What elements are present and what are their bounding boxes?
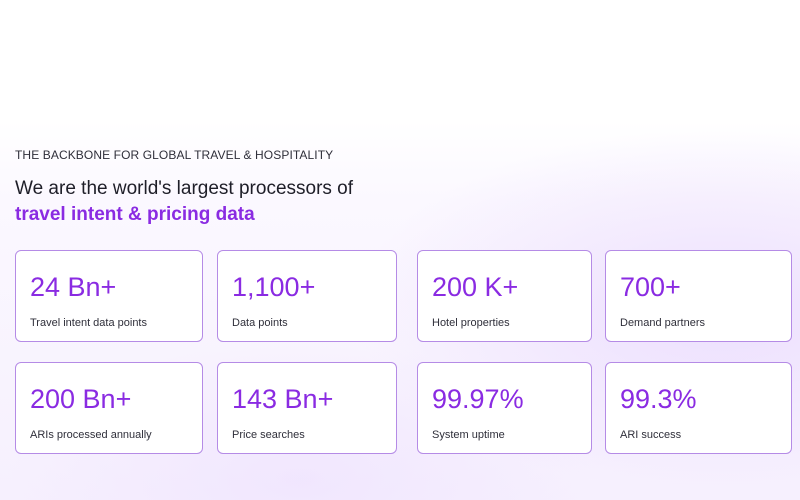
stat-value: 24 Bn+ xyxy=(30,272,117,302)
stat-label: Price searches xyxy=(232,429,305,441)
stat-card-system-uptime: 99.97% System uptime xyxy=(417,362,592,454)
stat-card-ari-success: 99.3% ARI success xyxy=(605,362,792,454)
stat-label: ARIs processed annually xyxy=(30,429,152,441)
stats-grid: 24 Bn+ Travel intent data points 1,100+ … xyxy=(15,250,792,454)
stat-value: 200 Bn+ xyxy=(30,384,132,414)
stat-card-data-points: 1,100+ Data points xyxy=(217,250,397,342)
headline-line-1: We are the world's largest processors of xyxy=(15,178,354,199)
stat-value: 1,100+ xyxy=(232,272,316,302)
stat-label: Hotel properties xyxy=(432,317,510,329)
stats-section: THE BACKBONE FOR GLOBAL TRAVEL & HOSPITA… xyxy=(0,120,800,500)
stat-card-hotel-properties: 200 K+ Hotel properties xyxy=(417,250,592,342)
stat-value: 99.97% xyxy=(432,384,524,414)
stat-card-price-searches: 143 Bn+ Price searches xyxy=(217,362,397,454)
stat-card-demand-partners: 700+ Demand partners xyxy=(605,250,792,342)
stat-card-aris-processed: 200 Bn+ ARIs processed annually xyxy=(15,362,203,454)
stat-value: 200 K+ xyxy=(432,272,519,302)
stat-value: 99.3% xyxy=(620,384,697,414)
stat-card-travel-intent: 24 Bn+ Travel intent data points xyxy=(15,250,203,342)
stat-label: ARI success xyxy=(620,429,682,441)
stat-label: Travel intent data points xyxy=(30,317,147,329)
stat-label: Demand partners xyxy=(620,317,705,329)
stat-value: 143 Bn+ xyxy=(232,384,334,414)
section-eyebrow: THE BACKBONE FOR GLOBAL TRAVEL & HOSPITA… xyxy=(15,148,334,162)
stat-label: Data points xyxy=(232,317,288,329)
section-headline: We are the world's largest processors of… xyxy=(15,176,353,228)
headline-accent: travel intent & pricing data xyxy=(15,204,255,225)
stat-label: System uptime xyxy=(432,429,505,441)
stat-value: 700+ xyxy=(620,272,681,302)
